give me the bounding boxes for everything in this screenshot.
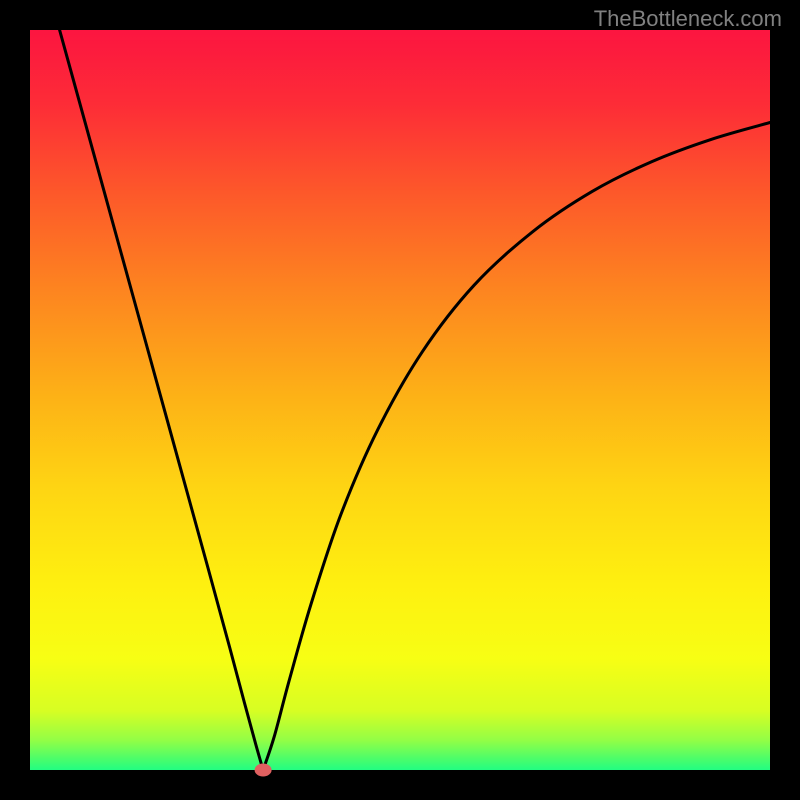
gradient-plot — [0, 0, 800, 800]
optimum-marker — [255, 764, 271, 776]
chart-canvas: TheBottleneck.com — [0, 0, 800, 800]
watermark-text: TheBottleneck.com — [594, 6, 782, 32]
plot-background — [30, 30, 770, 770]
